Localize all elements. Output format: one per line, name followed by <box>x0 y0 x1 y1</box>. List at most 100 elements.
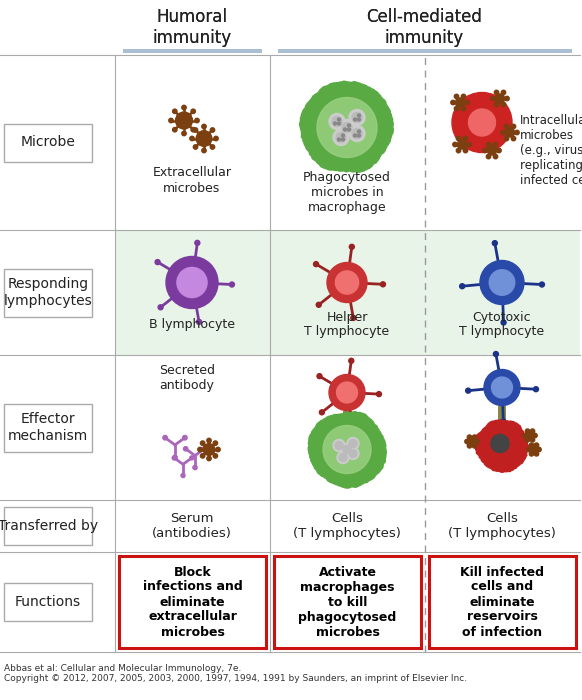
Circle shape <box>333 122 336 125</box>
Circle shape <box>349 358 354 363</box>
Circle shape <box>195 240 200 246</box>
Circle shape <box>338 138 340 141</box>
Circle shape <box>191 127 196 132</box>
Circle shape <box>336 382 357 403</box>
Circle shape <box>207 456 211 461</box>
Text: Cell-mediated
immunity: Cell-mediated immunity <box>366 8 482 47</box>
Circle shape <box>512 124 516 129</box>
Bar <box>4 123 92 162</box>
Circle shape <box>343 128 346 131</box>
Circle shape <box>487 155 491 159</box>
Circle shape <box>202 148 206 153</box>
Bar <box>4 269 92 316</box>
Circle shape <box>210 145 215 149</box>
Circle shape <box>463 136 468 141</box>
Circle shape <box>381 282 385 287</box>
Circle shape <box>342 134 345 137</box>
Text: Transferred by: Transferred by <box>0 519 98 533</box>
Circle shape <box>463 148 468 153</box>
Bar <box>498 405 506 421</box>
Circle shape <box>203 444 215 455</box>
Circle shape <box>504 136 509 141</box>
Circle shape <box>467 142 471 147</box>
Circle shape <box>531 447 537 453</box>
Circle shape <box>173 109 177 113</box>
Circle shape <box>504 124 509 129</box>
Circle shape <box>501 90 506 94</box>
Circle shape <box>190 456 194 460</box>
Circle shape <box>342 122 352 132</box>
Circle shape <box>193 466 197 470</box>
Circle shape <box>182 132 186 136</box>
Circle shape <box>530 438 535 442</box>
Circle shape <box>484 370 520 405</box>
Circle shape <box>475 440 479 444</box>
Bar <box>115 230 580 355</box>
Circle shape <box>193 128 198 132</box>
Circle shape <box>173 455 178 460</box>
Circle shape <box>494 102 499 107</box>
Circle shape <box>349 244 354 249</box>
Circle shape <box>197 319 201 324</box>
Text: Effector
mechanism: Effector mechanism <box>8 412 88 442</box>
Circle shape <box>494 142 498 146</box>
Circle shape <box>469 438 475 444</box>
Text: Cells
(T lymphocytes): Cells (T lymphocytes) <box>293 512 401 540</box>
Polygon shape <box>308 412 386 488</box>
Circle shape <box>349 125 365 141</box>
Circle shape <box>505 128 514 137</box>
Circle shape <box>333 130 349 146</box>
Circle shape <box>452 92 512 153</box>
Circle shape <box>172 456 176 460</box>
Circle shape <box>181 473 185 477</box>
Circle shape <box>495 94 505 103</box>
Circle shape <box>216 447 220 452</box>
Circle shape <box>501 130 505 134</box>
Circle shape <box>200 454 205 458</box>
Circle shape <box>494 351 498 356</box>
Circle shape <box>473 435 477 440</box>
Circle shape <box>491 435 509 453</box>
Circle shape <box>467 435 471 440</box>
Bar <box>123 49 262 53</box>
Circle shape <box>352 113 362 122</box>
Bar <box>125 49 260 53</box>
Circle shape <box>533 433 537 438</box>
Circle shape <box>169 118 173 122</box>
Text: Microbe: Microbe <box>20 136 76 150</box>
Circle shape <box>155 260 160 265</box>
Polygon shape <box>317 97 377 158</box>
Text: Activate
macrophages
to kill
phagocytosed
microbes: Activate macrophages to kill phagocytose… <box>299 566 396 638</box>
Circle shape <box>177 267 207 297</box>
Circle shape <box>512 136 516 141</box>
Circle shape <box>335 271 359 294</box>
Text: Serum
(antibodies): Serum (antibodies) <box>152 512 232 540</box>
Circle shape <box>534 386 538 392</box>
Circle shape <box>332 116 342 127</box>
Circle shape <box>505 97 509 101</box>
Circle shape <box>337 452 349 463</box>
Text: Block
infections and
eliminate
extracellular
microbes: Block infections and eliminate extracell… <box>143 566 242 638</box>
Circle shape <box>338 118 340 121</box>
Circle shape <box>501 320 506 325</box>
Text: Cells
(T lymphocytes): Cells (T lymphocytes) <box>448 512 556 540</box>
Circle shape <box>527 447 531 452</box>
Circle shape <box>166 256 218 309</box>
Text: Humoral
immunity: Humoral immunity <box>152 8 232 47</box>
Circle shape <box>183 435 187 440</box>
Circle shape <box>327 262 367 302</box>
Circle shape <box>357 130 360 133</box>
Circle shape <box>456 148 461 153</box>
Circle shape <box>347 128 350 131</box>
Polygon shape <box>475 420 528 473</box>
Bar <box>280 49 570 53</box>
Circle shape <box>347 124 350 127</box>
Circle shape <box>460 284 464 288</box>
Circle shape <box>214 136 218 141</box>
Circle shape <box>329 113 345 130</box>
Circle shape <box>501 419 506 424</box>
Circle shape <box>530 429 535 433</box>
Circle shape <box>483 148 487 153</box>
Polygon shape <box>300 81 393 172</box>
Circle shape <box>200 441 205 445</box>
